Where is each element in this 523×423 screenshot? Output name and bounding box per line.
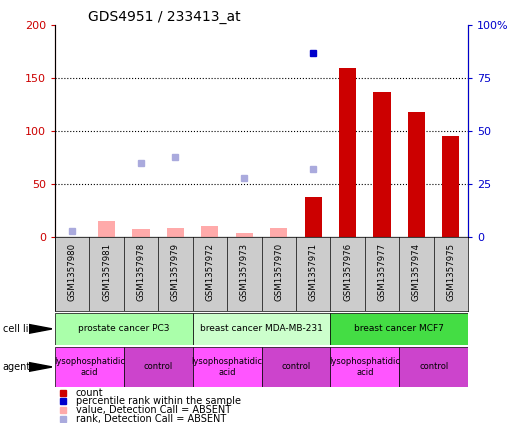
Bar: [408, 112, 425, 237]
Text: breast cancer MCF7: breast cancer MCF7: [354, 324, 444, 333]
Text: GSM1357976: GSM1357976: [343, 243, 352, 301]
Bar: [132, 229, 150, 237]
Text: GSM1357971: GSM1357971: [309, 243, 317, 301]
Text: GSM1357972: GSM1357972: [206, 243, 214, 301]
Text: breast cancer MDA-MB-231: breast cancer MDA-MB-231: [200, 324, 323, 333]
Bar: [304, 197, 322, 237]
Bar: [399, 347, 468, 387]
Text: GSM1357974: GSM1357974: [412, 243, 421, 301]
Text: lysophosphatidic
acid: lysophosphatidic acid: [54, 357, 125, 376]
Text: value, Detection Call = ABSENT: value, Detection Call = ABSENT: [75, 405, 231, 415]
Polygon shape: [29, 363, 52, 371]
Text: GSM1357970: GSM1357970: [274, 243, 283, 301]
Text: rank, Detection Call = ABSENT: rank, Detection Call = ABSENT: [75, 414, 226, 423]
Text: prostate cancer PC3: prostate cancer PC3: [78, 324, 169, 333]
Bar: [98, 221, 115, 237]
Bar: [339, 68, 356, 237]
Text: GSM1357979: GSM1357979: [171, 243, 180, 301]
Bar: [442, 136, 460, 237]
Bar: [262, 347, 331, 387]
Text: lysophosphatidic
acid: lysophosphatidic acid: [191, 357, 263, 376]
Text: GSM1357973: GSM1357973: [240, 243, 249, 301]
Polygon shape: [29, 324, 52, 333]
Bar: [373, 92, 391, 237]
Text: GDS4951 / 233413_at: GDS4951 / 233413_at: [88, 10, 241, 25]
Bar: [192, 347, 262, 387]
Text: GSM1357977: GSM1357977: [378, 243, 386, 301]
Text: GSM1357980: GSM1357980: [67, 243, 77, 301]
Text: control: control: [281, 363, 311, 371]
Bar: [201, 226, 219, 237]
Text: percentile rank within the sample: percentile rank within the sample: [75, 396, 241, 407]
Text: GSM1357981: GSM1357981: [102, 243, 111, 301]
Text: cell line: cell line: [3, 324, 40, 334]
Text: GSM1357978: GSM1357978: [137, 243, 145, 301]
Bar: [124, 347, 192, 387]
Bar: [167, 228, 184, 237]
Bar: [192, 313, 331, 345]
Bar: [331, 313, 468, 345]
Bar: [55, 347, 124, 387]
Bar: [270, 228, 287, 237]
Text: control: control: [144, 363, 173, 371]
Text: GSM1357975: GSM1357975: [446, 243, 456, 301]
Bar: [55, 313, 192, 345]
Text: control: control: [419, 363, 448, 371]
Text: count: count: [75, 387, 103, 398]
Text: lysophosphatidic
acid: lysophosphatidic acid: [329, 357, 400, 376]
Text: agent: agent: [3, 362, 31, 372]
Bar: [331, 347, 399, 387]
Bar: [236, 233, 253, 237]
